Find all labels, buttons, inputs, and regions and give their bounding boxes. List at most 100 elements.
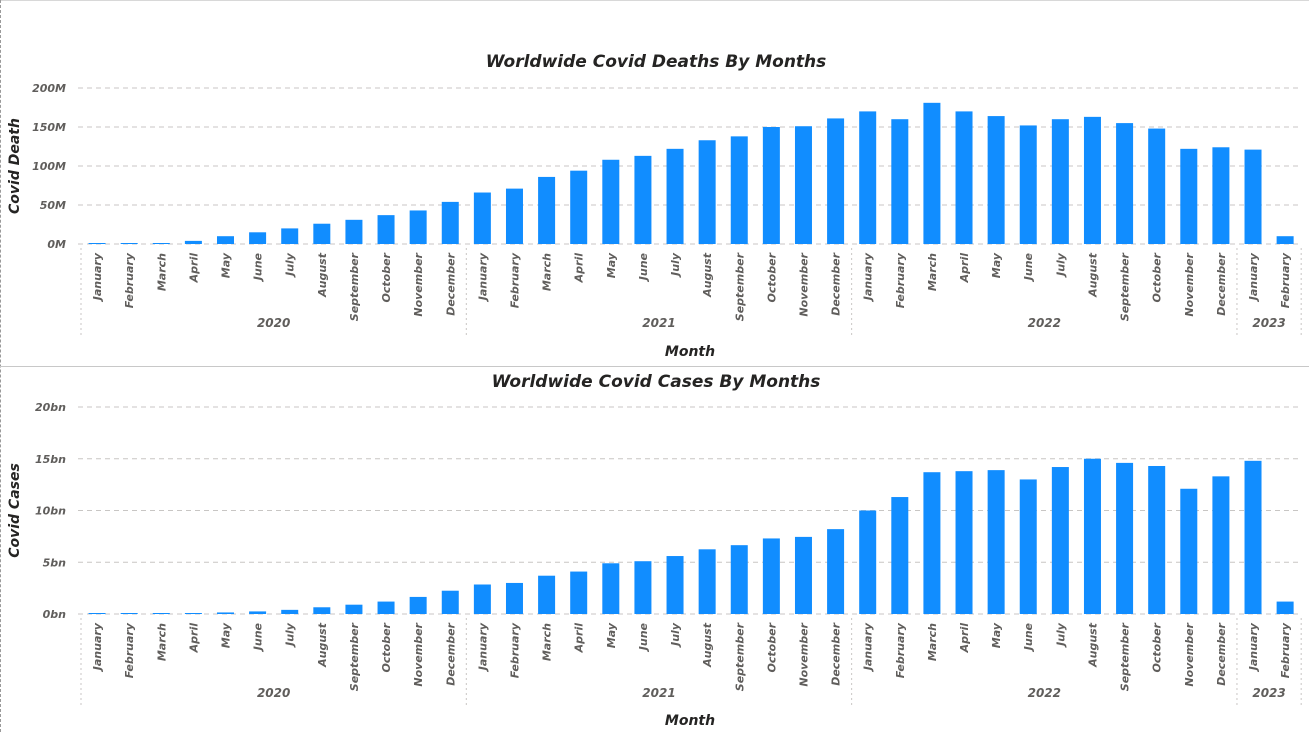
bar-13[interactable] xyxy=(473,584,491,614)
bar-8[interactable] xyxy=(313,223,331,244)
x-tick-label-month: February xyxy=(123,622,136,678)
x-tick-label-month: November xyxy=(797,252,810,316)
bar-38[interactable] xyxy=(1276,236,1294,244)
bar-27[interactable] xyxy=(923,102,941,244)
bar-9[interactable] xyxy=(345,604,363,614)
x-tick-label-year: 2022 xyxy=(1028,316,1061,330)
bar-33[interactable] xyxy=(1116,123,1134,244)
bar-16[interactable] xyxy=(570,571,588,614)
x-tick-label-month: January xyxy=(91,622,104,672)
bar-22[interactable] xyxy=(762,127,780,244)
bar-28[interactable] xyxy=(955,471,973,614)
bar-6[interactable] xyxy=(249,232,267,244)
x-tick-label-month: July xyxy=(284,622,297,648)
bar-7[interactable] xyxy=(281,228,299,244)
bar-33[interactable] xyxy=(1116,462,1134,614)
x-tick-label-month: February xyxy=(1279,252,1292,308)
bar-1[interactable] xyxy=(88,243,106,244)
bar-12[interactable] xyxy=(441,590,459,614)
y-tick-label: 0M xyxy=(47,238,66,251)
bar-37[interactable] xyxy=(1244,460,1262,614)
bar-17[interactable] xyxy=(602,563,620,614)
bar-21[interactable] xyxy=(730,136,748,244)
x-tick-label-month: January xyxy=(91,252,104,302)
bar-29[interactable] xyxy=(987,470,1005,614)
x-tick-label-month: January xyxy=(476,252,489,302)
bar-5[interactable] xyxy=(216,236,234,244)
bar-13[interactable] xyxy=(473,192,491,244)
x-tick-label-month: August xyxy=(1086,252,1099,298)
bar-32[interactable] xyxy=(1083,458,1101,614)
x-tick-label-month: January xyxy=(1247,622,1260,672)
x-tick-label-month: July xyxy=(1054,252,1067,278)
bar-18[interactable] xyxy=(634,155,652,244)
bar-24[interactable] xyxy=(827,529,845,614)
bar-3[interactable] xyxy=(152,613,170,614)
bar-16[interactable] xyxy=(570,170,588,244)
bar-15[interactable] xyxy=(538,176,556,244)
bar-2[interactable] xyxy=(120,613,138,614)
deaths-chart-title: Worldwide Covid Deaths By Months xyxy=(486,52,827,72)
bar-20[interactable] xyxy=(698,140,716,244)
bar-35[interactable] xyxy=(1180,148,1198,244)
bar-11[interactable] xyxy=(409,210,427,244)
bar-28[interactable] xyxy=(955,111,973,245)
x-tick-label-month: March xyxy=(155,623,168,661)
bar-10[interactable] xyxy=(377,215,395,244)
bar-19[interactable] xyxy=(666,556,684,614)
bar-14[interactable] xyxy=(505,188,523,244)
bar-34[interactable] xyxy=(1148,465,1166,614)
bar-30[interactable] xyxy=(1019,125,1037,244)
bar-21[interactable] xyxy=(730,545,748,614)
cases-bar-chart: Worldwide Covid Cases By Months 0bn 5bn 10b… xyxy=(7,372,1302,729)
bar-36[interactable] xyxy=(1212,476,1230,614)
x-tick-label-month: February xyxy=(123,252,136,308)
bar-10[interactable] xyxy=(377,601,395,614)
bar-4[interactable] xyxy=(184,613,202,614)
bar-15[interactable] xyxy=(538,575,556,614)
bar-12[interactable] xyxy=(441,201,459,244)
bar-24[interactable] xyxy=(827,118,845,244)
bar-34[interactable] xyxy=(1148,128,1166,244)
x-tick-label-month: October xyxy=(1151,252,1164,302)
bar-11[interactable] xyxy=(409,596,427,614)
bar-23[interactable] xyxy=(794,536,812,614)
bar-32[interactable] xyxy=(1083,116,1101,244)
bar-20[interactable] xyxy=(698,549,716,614)
bar-8[interactable] xyxy=(313,607,331,614)
bar-27[interactable] xyxy=(923,472,941,614)
bar-9[interactable] xyxy=(345,219,363,244)
deaths-chart-panel[interactable]: Worldwide Covid Deaths By Months 0M 50M 100… xyxy=(0,0,1309,366)
bar-7[interactable] xyxy=(281,609,299,614)
bar-29[interactable] xyxy=(987,116,1005,244)
bar-1[interactable] xyxy=(88,613,106,614)
bar-38[interactable] xyxy=(1276,601,1294,614)
bar-37[interactable] xyxy=(1244,149,1262,244)
bar-23[interactable] xyxy=(794,126,812,244)
bar-26[interactable] xyxy=(891,119,909,244)
bar-25[interactable] xyxy=(859,510,877,615)
bar-35[interactable] xyxy=(1180,488,1198,614)
bar-17[interactable] xyxy=(602,159,620,244)
bar-4[interactable] xyxy=(184,240,202,244)
x-tick-label-month: March xyxy=(926,623,939,661)
bar-26[interactable] xyxy=(891,497,909,614)
bar-14[interactable] xyxy=(505,582,523,614)
x-tick-label-month: November xyxy=(412,622,425,686)
bar-36[interactable] xyxy=(1212,147,1230,244)
bar-30[interactable] xyxy=(1019,479,1037,614)
bar-19[interactable] xyxy=(666,148,684,244)
bar-5[interactable] xyxy=(216,612,234,614)
bar-25[interactable] xyxy=(859,111,877,245)
bar-18[interactable] xyxy=(634,561,652,614)
bar-22[interactable] xyxy=(762,538,780,614)
deaths-bar-chart: Worldwide Covid Deaths By Months 0M 50M 100… xyxy=(7,52,1302,360)
cases-chart-panel[interactable]: Worldwide Covid Cases By Months 0bn 5bn 10b… xyxy=(0,366,1309,733)
bar-3[interactable] xyxy=(152,243,170,244)
bar-31[interactable] xyxy=(1051,119,1069,244)
bar-6[interactable] xyxy=(249,611,267,614)
x-tick-label-month: March xyxy=(926,253,939,291)
bar-2[interactable] xyxy=(120,243,138,244)
bar-31[interactable] xyxy=(1051,467,1069,614)
x-tick-label-month: March xyxy=(541,253,554,291)
